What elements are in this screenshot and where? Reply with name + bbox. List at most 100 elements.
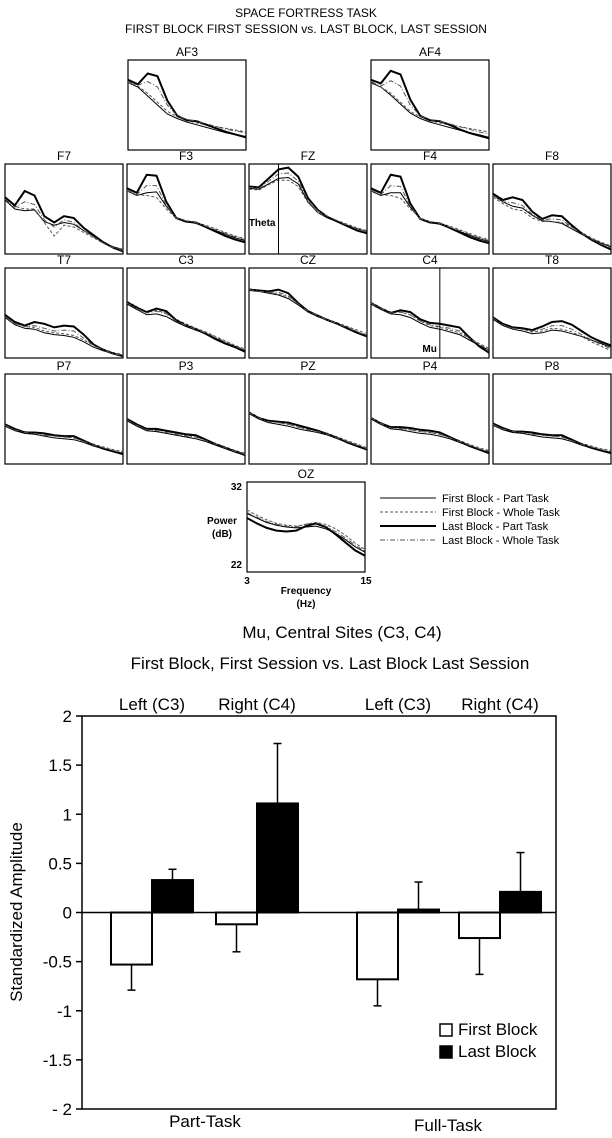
bar-first-block	[215, 911, 258, 926]
bar-first-block	[356, 911, 399, 981]
legend-label: Last Block - Part Task	[442, 521, 549, 533]
series-line	[370, 82, 490, 133]
series-line	[126, 302, 246, 351]
panel-frame	[246, 481, 366, 573]
bar-chart-subtitle: First Block, First Session vs. Last Bloc…	[131, 654, 530, 673]
series-line	[492, 192, 612, 251]
panel-title: F8	[545, 149, 559, 163]
electrode-panels: AF3 AF4 F7 F3 FZ Theta F4 F8 T7 C3 CZ C4 Mu T8 P7 P3 PZ P…	[4, 45, 612, 573]
panel-frame	[126, 163, 246, 255]
panel-frame	[248, 373, 368, 465]
legend-label: First Block - Whole Task	[442, 507, 560, 519]
panel-title: P3	[179, 359, 194, 373]
panel-frame	[370, 163, 490, 255]
panel-frame	[370, 373, 490, 465]
bar-last-block	[397, 908, 440, 914]
series-line	[248, 412, 368, 450]
bar-last-block	[499, 890, 542, 914]
panel-title: F3	[179, 149, 193, 163]
series-line	[4, 316, 124, 356]
panel-title: F7	[57, 149, 71, 163]
x-axis-label: Frequency	[281, 586, 332, 597]
series-line	[370, 190, 490, 241]
panel-cz: CZ	[248, 253, 368, 359]
panel-c3: C3	[126, 253, 246, 359]
bar-first-block	[110, 911, 153, 966]
series-line	[4, 424, 124, 453]
x-axis-unit: (Hz)	[297, 599, 316, 610]
series-line	[127, 82, 247, 133]
legend-label: Last Block - Whole Task	[442, 535, 560, 547]
series-line	[370, 417, 490, 452]
series-line	[492, 316, 612, 347]
panel-p4: P4	[370, 359, 490, 465]
panel-p8: P8	[492, 359, 612, 465]
series-line	[370, 417, 490, 455]
group-label: Full-Task	[414, 1116, 483, 1135]
series-line	[492, 318, 612, 348]
legend-label: First Block	[458, 1020, 538, 1039]
series-line	[127, 72, 247, 139]
series-line	[4, 196, 124, 250]
panel-af4: AF4	[370, 45, 490, 151]
panel-t7: T7	[4, 253, 124, 359]
spectra-legend: First Block - Part Task First Block - Who…	[380, 493, 560, 547]
figure-title: SPACE FORTRESS TASK	[235, 6, 377, 20]
panel-title: CZ	[300, 253, 316, 267]
series-line	[4, 198, 124, 251]
series-line	[4, 189, 124, 253]
panel-frame	[492, 373, 612, 465]
bar-first-block	[458, 911, 501, 940]
legend-swatch	[439, 1045, 453, 1059]
y-tick-label: 1	[63, 805, 72, 824]
panel-p7: P7	[4, 359, 124, 465]
x-tick-max: 15	[360, 576, 372, 587]
y-axis-unit: (dB)	[212, 529, 232, 540]
y-axis-ticks: - 2 -1.5 -1 -0.5 0 0.5 1 1.5 2	[43, 707, 82, 1119]
series-line	[246, 517, 366, 557]
panel-title: F4	[423, 149, 437, 163]
panel-frame	[4, 163, 124, 255]
panel-title: AF3	[176, 45, 198, 59]
legend-label: Last Block	[458, 1042, 537, 1061]
series-line	[246, 512, 366, 552]
panel-frame	[370, 267, 490, 359]
y-tick-label: -0.5	[43, 953, 72, 972]
panel-title: P4	[423, 359, 438, 373]
category-label: Right (C4)	[461, 695, 538, 714]
series-line	[492, 423, 612, 452]
series-line	[126, 301, 246, 353]
panel-title: C4	[422, 253, 438, 267]
panel-title: T8	[545, 253, 559, 267]
mu-bar-chart: Mu, Central Sites (C3, C4) First Block, …	[7, 623, 557, 1135]
bar-y-axis-label: Standardized Amplitude	[7, 822, 26, 1002]
band-marker-label: Mu	[422, 344, 436, 355]
y-axis-label: Power	[207, 516, 237, 527]
group-label: Part-Task	[169, 1112, 241, 1131]
y-tick-label: 0.5	[48, 854, 72, 873]
panel-fz: FZ Theta	[248, 149, 368, 255]
panel-frame	[492, 267, 612, 359]
series-line	[370, 173, 490, 245]
panel-frame	[492, 163, 612, 255]
series-line	[4, 423, 124, 452]
panel-p3: P3	[126, 359, 246, 465]
series-line	[370, 80, 490, 135]
y-tick-max: 32	[231, 482, 243, 493]
series-line	[248, 411, 368, 451]
panel-title: OZ	[298, 467, 315, 481]
panel-title: C3	[178, 253, 194, 267]
y-tick-label: - 2	[52, 1100, 72, 1119]
series-line	[370, 303, 490, 351]
series-line	[492, 196, 612, 247]
panel-c4: C4 Mu	[370, 253, 490, 359]
series-line	[370, 185, 490, 241]
y-tick-label: -1	[57, 1002, 72, 1021]
panel-f8: F8	[492, 149, 612, 255]
series-line	[127, 82, 247, 137]
band-marker-label: Theta	[249, 218, 276, 229]
panel-title: AF4	[419, 45, 441, 59]
panel-frame	[4, 373, 124, 465]
figure-subtitle: FIRST BLOCK FIRST SESSION vs. LAST BLOCK…	[125, 22, 487, 36]
series-line	[248, 289, 368, 336]
